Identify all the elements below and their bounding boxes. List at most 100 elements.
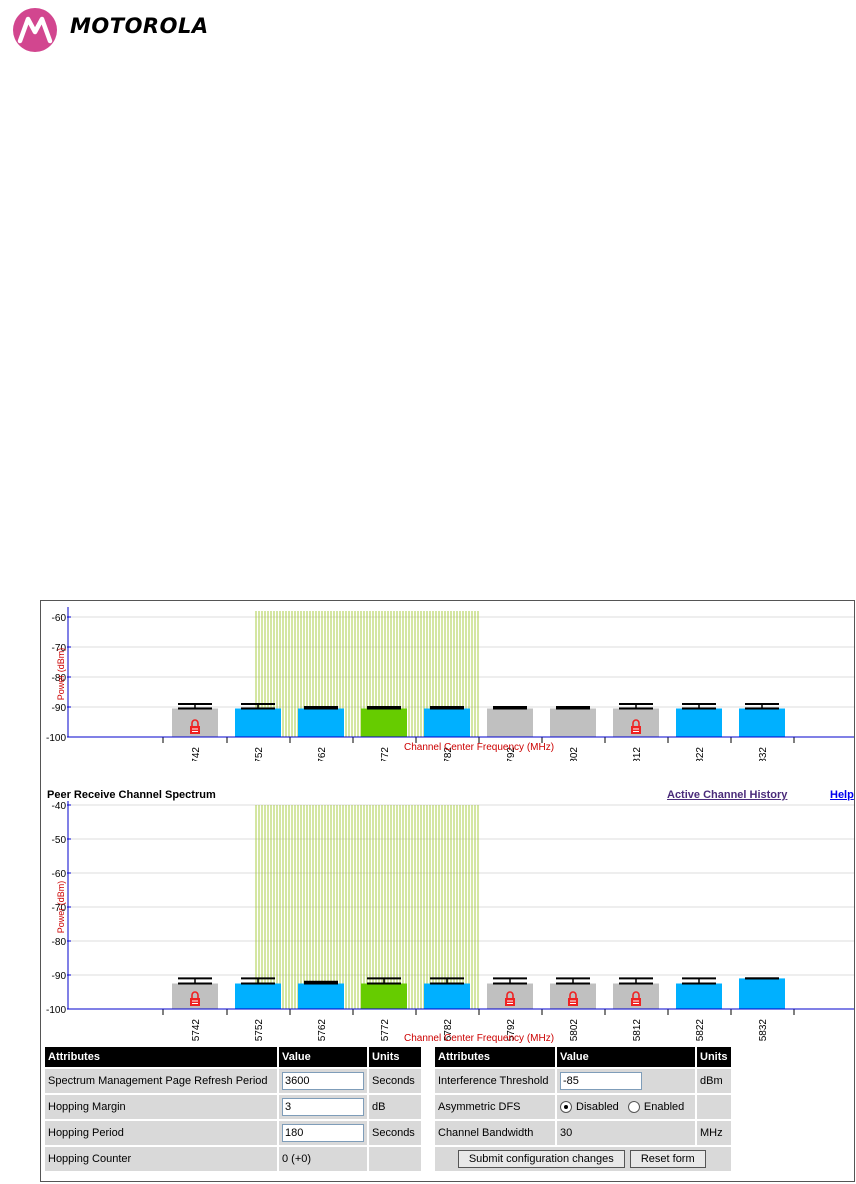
asymmetric-dfs-label: Asymmetric DFS xyxy=(435,1095,555,1119)
value-header: Value xyxy=(279,1047,367,1067)
channel-bar-5802 xyxy=(550,708,596,737)
hopping-margin-label: Hopping Margin xyxy=(45,1095,277,1119)
table-row: Submit configuration changes Reset form xyxy=(435,1147,731,1171)
y-tick-label: -60 xyxy=(52,613,67,624)
lock-icon-body xyxy=(190,726,200,734)
y-tick-label: -100 xyxy=(46,1005,66,1016)
attributes-header: Attributes xyxy=(45,1047,277,1067)
interference-settings-table: Attributes Value Units Interference Thre… xyxy=(433,1045,733,1173)
refresh-period-cell xyxy=(279,1069,367,1093)
hopping-margin-cell xyxy=(279,1095,367,1119)
channel-bandwidth-units: MHz xyxy=(697,1121,731,1145)
x-tick-label: 5762 xyxy=(317,747,328,761)
refresh-period-label: Spectrum Management Page Refresh Period xyxy=(45,1069,277,1093)
channel-bar-5832 xyxy=(739,978,785,1009)
x-tick-label: 5802 xyxy=(569,1019,580,1042)
lock-icon-body xyxy=(631,726,641,734)
dfs-disabled-label: Disabled xyxy=(576,1100,619,1113)
peer-spectrum-chart: 5742 5752 5762 5772 5782 5792 5802 5812 5822 5832… xyxy=(46,801,854,1044)
hopping-margin-input[interactable] xyxy=(282,1098,364,1116)
x-tick-label: 5832 xyxy=(758,1019,769,1042)
table-header-row: Attributes Value Units xyxy=(45,1047,421,1067)
y-tick-label: -90 xyxy=(52,971,67,982)
dfs-enabled-label: Enabled xyxy=(643,1100,685,1113)
channel-bar-5822 xyxy=(676,983,722,1009)
lock-icon xyxy=(632,991,640,998)
lock-icon-body xyxy=(631,998,641,1006)
interference-threshold-units: dBm xyxy=(697,1069,731,1093)
x-tick-label: 5792 xyxy=(506,1019,517,1042)
refresh-period-units: Seconds xyxy=(369,1069,421,1093)
x-tick-label: 5772 xyxy=(380,1019,391,1042)
x-tick-label: 5742 xyxy=(191,747,202,761)
hopping-period-label: Hopping Period xyxy=(45,1121,277,1145)
channel-bar-5752 xyxy=(235,983,281,1009)
channel-bandwidth-label: Channel Bandwidth xyxy=(435,1121,555,1145)
hopping-period-cell xyxy=(279,1121,367,1145)
hopping-settings-table: Attributes Value Units Spectrum Manageme… xyxy=(43,1045,423,1173)
y-tick-label: -70 xyxy=(52,903,67,914)
x-tick-label: 5812 xyxy=(632,747,643,761)
submit-configuration-button[interactable]: Submit configuration changes xyxy=(457,1150,625,1168)
x-tick-label: 5832 xyxy=(758,747,769,761)
lock-icon-body xyxy=(568,998,578,1006)
y-tick-label: -60 xyxy=(52,869,67,880)
channel-bar-5762 xyxy=(298,983,344,1009)
hopping-period-input[interactable] xyxy=(282,1124,364,1142)
lock-icon-body xyxy=(190,998,200,1006)
channel-bar-5822 xyxy=(676,708,722,737)
attributes-header: Attributes xyxy=(435,1047,555,1067)
lock-icon xyxy=(191,719,199,726)
active-channel-history-link[interactable]: Active Channel History xyxy=(667,789,788,801)
x-tick-label: 5792 xyxy=(506,747,517,761)
peer-spectrum-title: Peer Receive Channel Spectrum xyxy=(47,789,216,801)
lock-icon xyxy=(569,991,577,998)
refresh-period-input[interactable] xyxy=(282,1072,364,1090)
lock-icon xyxy=(191,991,199,998)
y-tick-label: -70 xyxy=(52,643,67,654)
y-tick-label: -80 xyxy=(52,937,67,948)
table-row: Hopping Counter 0 (+0) xyxy=(45,1147,421,1171)
x-tick-label: 5772 xyxy=(380,747,391,761)
table-row: Spectrum Management Page Refresh Period … xyxy=(45,1069,421,1093)
y-axis-label: Power (dBm) xyxy=(56,648,66,701)
channel-bar-5762 xyxy=(298,708,344,737)
channel-bar-5752 xyxy=(235,708,281,737)
x-axis-label: Channel Center Frequency (MHz) xyxy=(404,742,554,753)
dfs-disabled-radio[interactable] xyxy=(560,1101,572,1114)
brand-name: MOTOROLA xyxy=(70,14,209,38)
table-row: Hopping Period Seconds xyxy=(45,1121,421,1145)
interference-threshold-label: Interference Threshold xyxy=(435,1069,555,1093)
lock-icon xyxy=(506,991,514,998)
motorola-logo-icon xyxy=(13,8,57,52)
channel-bar-5792 xyxy=(487,708,533,737)
channel-bar-5772 xyxy=(361,983,407,1009)
y-tick-label: -40 xyxy=(52,801,67,812)
hopping-counter-value: 0 (+0) xyxy=(279,1147,367,1171)
lock-icon-body xyxy=(505,998,515,1006)
hopping-counter-units xyxy=(369,1147,421,1171)
y-tick-label: -90 xyxy=(52,703,67,714)
y-tick-label: -80 xyxy=(52,673,67,684)
reset-form-button[interactable]: Reset form xyxy=(629,1150,706,1168)
channel-bar-5832 xyxy=(739,708,785,737)
hopping-counter-label: Hopping Counter xyxy=(45,1147,277,1171)
asymmetric-dfs-options: Disabled Enabled xyxy=(557,1095,695,1119)
help-link[interactable]: Help xyxy=(830,789,854,801)
x-tick-label: 5762 xyxy=(317,1019,328,1042)
channel-bar-5782 xyxy=(424,983,470,1009)
x-tick-label: 5742 xyxy=(191,1019,202,1042)
x-tick-label: 5812 xyxy=(632,1019,643,1042)
y-tick-label: -100 xyxy=(46,733,66,744)
asymmetric-dfs-units xyxy=(697,1095,731,1119)
units-header: Units xyxy=(369,1047,421,1067)
x-tick-label: 5782 xyxy=(443,747,454,761)
y-tick-label: -50 xyxy=(52,835,67,846)
dfs-enabled-radio[interactable] xyxy=(627,1101,640,1114)
table-header-row: Attributes Value Units xyxy=(435,1047,731,1067)
value-header: Value xyxy=(557,1047,695,1067)
interference-threshold-input[interactable] xyxy=(560,1072,642,1090)
y-axis-label: Power (dBm) xyxy=(56,881,66,934)
table-row: Channel Bandwidth 30 MHz xyxy=(435,1121,731,1145)
x-axis-label: Channel Center Frequency (MHz) xyxy=(404,1033,554,1044)
